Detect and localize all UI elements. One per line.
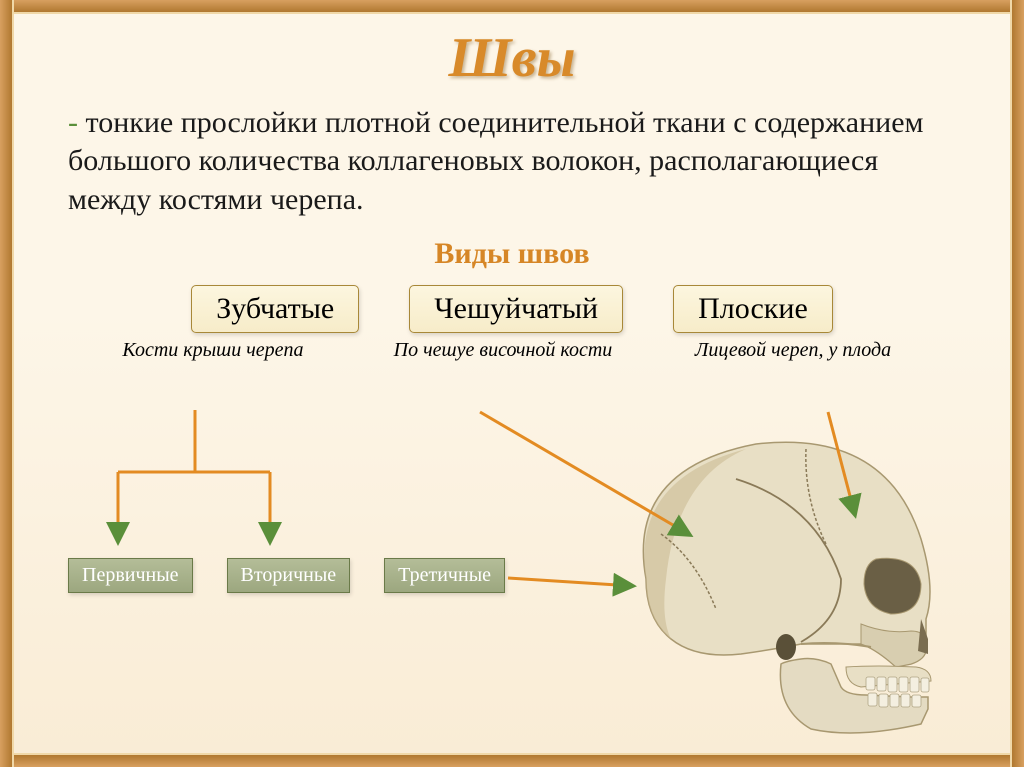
subtitle: Виды швов bbox=[18, 237, 1006, 271]
slide-title: Швы bbox=[18, 26, 1006, 90]
subtypes-row: Первичные Вторичные Третичные bbox=[68, 558, 505, 593]
frame-border-left bbox=[0, 0, 14, 767]
frame-border-bottom bbox=[0, 753, 1024, 767]
caption-serrate: Кости крыши черепа bbox=[68, 339, 358, 362]
types-row: Зубчатые Чешуйчатый Плоские bbox=[18, 285, 1006, 333]
type-box-plane: Плоские bbox=[673, 285, 833, 333]
frame-border-top bbox=[0, 0, 1024, 14]
frame-border-right bbox=[1010, 0, 1024, 767]
skull-illustration bbox=[576, 409, 976, 739]
definition-body: тонкие прослойки плотной соединительной … bbox=[68, 106, 924, 216]
definition-text: - тонкие прослойки плотной соединительно… bbox=[68, 104, 966, 219]
caption-squamous: По чешуе височной кости bbox=[368, 339, 638, 362]
type-box-squamous: Чешуйчатый bbox=[409, 285, 623, 333]
sub-box-tertiary: Третичные bbox=[384, 558, 505, 593]
sub-box-secondary: Вторичные bbox=[227, 558, 351, 593]
sub-box-primary: Первичные bbox=[68, 558, 193, 593]
caption-plane: Лицевой череп, у плода bbox=[668, 339, 918, 362]
type-box-serrate: Зубчатые bbox=[191, 285, 359, 333]
captions-row: Кости крыши черепа По чешуе височной кос… bbox=[18, 339, 1006, 362]
slide-content: Швы - тонкие прослойки плотной соедините… bbox=[18, 18, 1006, 749]
definition-dash: - bbox=[68, 106, 78, 139]
